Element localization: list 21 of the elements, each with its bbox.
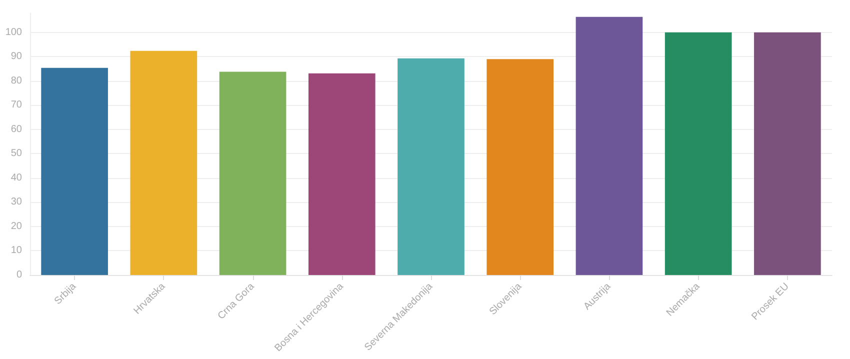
bar (130, 50, 198, 275)
bar (576, 16, 643, 275)
x-tick-label: Crna Gora (216, 280, 257, 322)
y-tick-label: 10 (10, 245, 22, 256)
y-tick-label: 60 (10, 124, 22, 135)
bar (664, 32, 732, 275)
y-tick-label: 90 (10, 51, 22, 62)
y-tick-label: 20 (10, 220, 22, 232)
bar (41, 68, 108, 275)
y-tick-label: 50 (10, 148, 22, 160)
y-tick-label: 100 (5, 26, 22, 38)
bar (754, 32, 821, 275)
bar (219, 72, 286, 275)
bar (486, 59, 554, 275)
y-tick-label: 0 (16, 270, 22, 280)
y-tick-label: 80 (10, 75, 22, 86)
bar (398, 58, 464, 275)
y-tick-label: 70 (10, 100, 22, 111)
y-tick-label: 30 (10, 196, 22, 208)
bar (308, 73, 376, 275)
y-tick-label: 40 (10, 172, 22, 184)
